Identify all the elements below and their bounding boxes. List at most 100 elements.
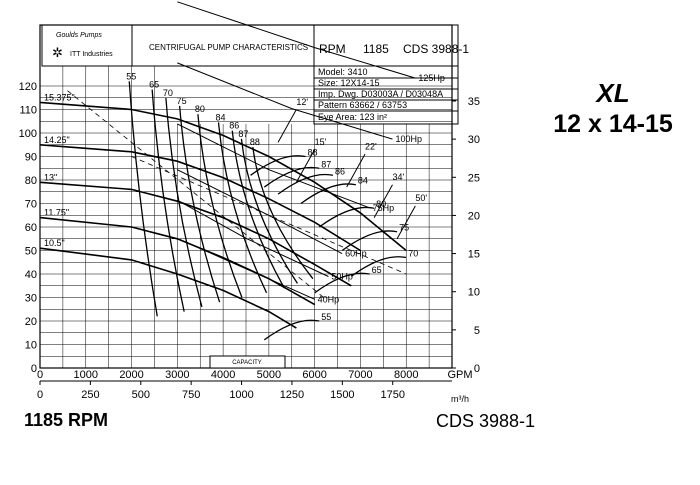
y-tick-label: 50: [25, 246, 37, 258]
logo-goulds: Goulds Pumps: [56, 32, 102, 39]
npsh-label: 22': [365, 141, 377, 151]
efficiency-label-right: 88: [308, 148, 318, 158]
x2-tick-label: 750: [182, 389, 200, 401]
rpm-label: RPM: [319, 42, 346, 56]
eye-area-text: Eye Area: 123 in²: [318, 112, 387, 122]
efficiency-line: [217, 122, 268, 294]
efficiency-label: 70: [163, 88, 173, 98]
efficiency-label-right: 80: [376, 199, 386, 209]
y-tick-label: 90: [25, 152, 37, 164]
x-tick-label: 1000: [74, 369, 98, 381]
head-curve: [39, 101, 407, 252]
efficiency-label-right: 75: [399, 223, 409, 233]
efficiency-line-right: [350, 256, 407, 277]
x-tick-label: 0: [37, 369, 43, 381]
efficiency-label: 55: [126, 71, 136, 81]
y-tick-label: 60: [25, 222, 37, 234]
footer-cds: CDS 3988-1: [436, 411, 536, 431]
bep-line: [67, 90, 325, 298]
efficiency-line-right: [314, 272, 370, 294]
efficiency-label: 80: [195, 104, 205, 114]
x-tick-label: 3000: [165, 369, 189, 381]
efficiency-line: [151, 89, 185, 312]
npsh-label: 15': [315, 137, 327, 147]
chart-labels: 15.375" 14.25" 13" 11.75" 10.5" 40Hp 50Hp 60Hp 7…: [44, 71, 445, 322]
head-curve-label: 15.375": [44, 92, 75, 102]
y-tick-label: 30: [25, 293, 37, 305]
y2-tick-label: 20: [468, 210, 480, 222]
y2-tick-label: 30: [468, 134, 480, 146]
efficiency-line-right: [341, 230, 398, 252]
power-curve: [177, 199, 329, 277]
x-tick-label: 8000: [394, 369, 418, 381]
x2-tick-label: 1000: [229, 389, 253, 401]
npsh-line: [396, 205, 416, 239]
power-curve: [177, 1, 416, 79]
y-tick-label: 20: [25, 316, 37, 328]
efficiency-label: 75: [177, 96, 187, 106]
power-curve: [177, 237, 315, 300]
y2-tick-label: 5: [474, 325, 480, 337]
head-curve-label: 13": [44, 172, 57, 182]
x-tick-label: 6000: [302, 369, 326, 381]
npsh-line: [277, 109, 297, 143]
y-tick-label: 0: [31, 363, 37, 375]
efficiency-label-right: 55: [321, 312, 331, 322]
y2-tick-label: 15: [468, 249, 480, 261]
efficiency-label: 86: [229, 121, 239, 131]
pattern-text: Pattern 63662 / 63753: [318, 100, 407, 110]
x-tick-label: 5000: [257, 369, 281, 381]
x-tick-label: 2000: [119, 369, 143, 381]
x2-tick-label: 1500: [330, 389, 354, 401]
power-curve: [177, 123, 370, 209]
efficiency-label-right: 70: [408, 249, 418, 259]
power-curve: [177, 62, 393, 140]
head-curve: [39, 181, 352, 287]
efficiency-label-right: 65: [372, 265, 382, 275]
y-tick-label: 110: [19, 105, 37, 117]
power-curve-label: 50Hp: [331, 271, 353, 281]
y2-tick-label: 0: [474, 363, 480, 375]
x-tick-label: 4000: [211, 369, 235, 381]
head-curve: [39, 144, 361, 252]
npsh-line: [346, 153, 366, 188]
y2-tick-label: 10: [468, 287, 480, 299]
efficiency-line: [178, 105, 221, 303]
efficiency-label-right: 84: [358, 176, 368, 186]
y-tick-label: 40: [25, 269, 37, 281]
efficiency-line: [128, 81, 158, 317]
efficiency-line: [252, 147, 314, 280]
bep-line: [131, 156, 407, 275]
imp-dwg-text: Imp. Dwg. D03003A / D03048A: [318, 89, 443, 99]
logo-icon: ✲: [52, 45, 63, 60]
npsh-line: [295, 149, 316, 183]
npsh-label: 12': [296, 97, 308, 107]
y-tick-label: 120: [19, 81, 37, 93]
efficiency-line: [197, 114, 243, 298]
chart-axes: 0 10 20 30 40 50 60 70 80 90 100 110 120 0 5 10 15 20 25 30…: [19, 81, 480, 404]
y-tick-label: 10: [25, 340, 37, 352]
x2-tick-label: 0: [37, 389, 43, 401]
efficiency-line-right: [300, 183, 356, 205]
x2-unit-label: m³/h: [451, 394, 469, 404]
power-curve-label: 100Hp: [395, 134, 422, 144]
x2-tick-label: 500: [132, 389, 150, 401]
head-curve-label: 11.75": [44, 208, 69, 218]
rpm-value: 1185: [363, 42, 389, 56]
head-curve-label: 14.25": [44, 135, 70, 145]
y-tick-label: 70: [25, 199, 37, 211]
efficiency-label: 88: [250, 137, 260, 147]
efficiency-line-right: [263, 166, 320, 188]
efficiency-line-right: [263, 319, 320, 341]
x2-tick-label: 1750: [380, 389, 404, 401]
y2-tick-label: 35: [468, 96, 480, 108]
head-curve-label: 10.5": [44, 238, 65, 248]
x2-tick-label: 250: [81, 389, 99, 401]
efficiency-label-right: 87: [321, 159, 331, 169]
size-title: 12 x 14-15: [553, 110, 673, 138]
x-unit-label: GPM: [447, 369, 472, 381]
efficiency-line-right: [250, 155, 306, 176]
cds-number: CDS 3988-1: [403, 42, 469, 56]
series-title: XL: [596, 78, 630, 108]
x-tick-label: 7000: [348, 369, 372, 381]
